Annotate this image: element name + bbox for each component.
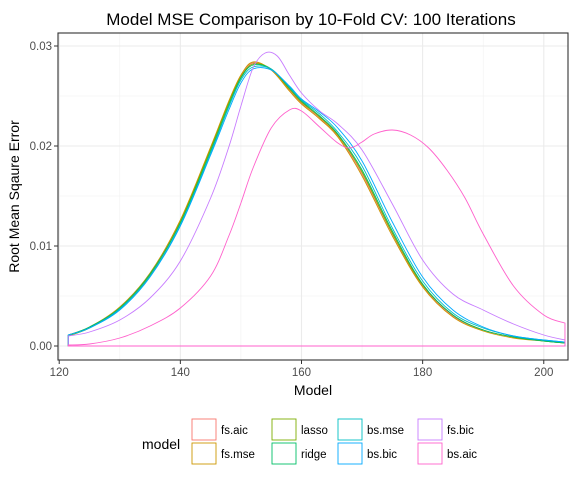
y-tick-label: 0.02 bbox=[30, 141, 52, 153]
x-tick-label: 120 bbox=[50, 367, 69, 379]
legend-label: fs.aic bbox=[221, 425, 248, 437]
y-tick-label: 0.00 bbox=[30, 341, 52, 353]
y-tick-label: 0.03 bbox=[30, 41, 52, 53]
density-curve-bs-mse bbox=[67, 65, 566, 347]
legend-label: fs.mse bbox=[221, 449, 255, 461]
legend-label: lasso bbox=[301, 425, 328, 437]
y-axis-label: Root Mean Sqaure Error bbox=[6, 120, 22, 273]
legend-key-bs-mse bbox=[337, 418, 363, 441]
legend-label: bs.bic bbox=[367, 449, 397, 461]
legend-key-fs-aic bbox=[191, 418, 217, 441]
legend-key-fs-bic bbox=[417, 418, 443, 441]
legend: model fs.aic fs.mse lasso ridge bs.mse bs.bic… bbox=[142, 418, 477, 465]
x-tick-label: 160 bbox=[292, 367, 311, 379]
density-curve-fs-mse bbox=[67, 61, 566, 347]
density-curve-ridge bbox=[67, 64, 566, 347]
legend-label: ridge bbox=[301, 449, 327, 461]
legend-key-fs-mse bbox=[191, 442, 217, 465]
legend-label: fs.bic bbox=[447, 425, 474, 437]
legend-label: bs.mse bbox=[367, 425, 404, 437]
x-tick-label: 200 bbox=[534, 367, 553, 379]
legend-key-bs-bic bbox=[337, 442, 363, 465]
x-axis-label: Model bbox=[294, 382, 332, 398]
legend-title: model bbox=[142, 436, 180, 452]
legend-key-ridge bbox=[271, 442, 297, 465]
legend-key-bs-aic bbox=[417, 442, 443, 465]
density-curve-fs-bic bbox=[67, 51, 566, 347]
x-tick-label: 180 bbox=[413, 367, 432, 379]
density-curve-bs-bic bbox=[67, 67, 566, 347]
legend-label: bs.aic bbox=[447, 449, 477, 461]
y-tick-label: 0.01 bbox=[30, 241, 52, 253]
density-curve-bs-aic bbox=[67, 107, 566, 347]
legend-key-lasso bbox=[271, 418, 297, 441]
x-tick-label: 140 bbox=[171, 367, 190, 379]
chart-title: Model MSE Comparison by 10-Fold CV: 100 … bbox=[106, 10, 515, 29]
